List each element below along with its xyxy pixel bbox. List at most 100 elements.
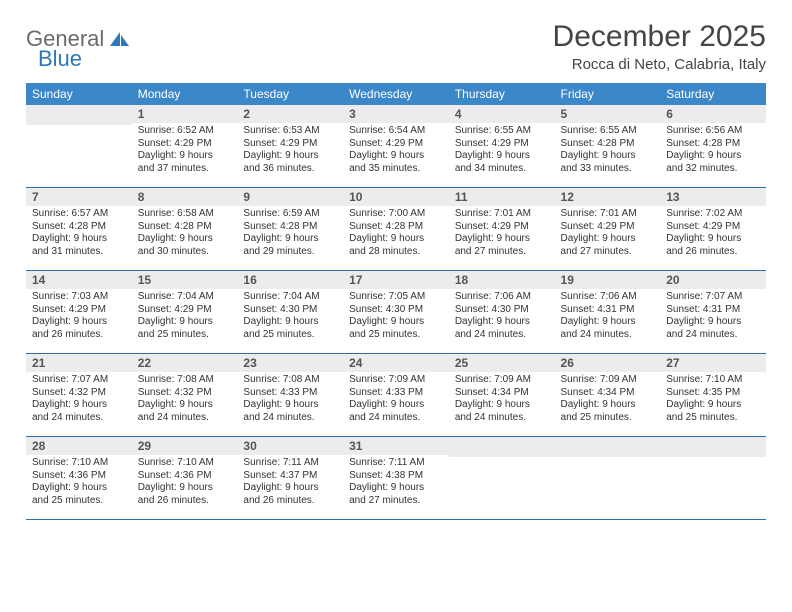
calendar-row: 1Sunrise: 6:52 AMSunset: 4:29 PMDaylight… — [26, 105, 766, 188]
calendar-table: SundayMondayTuesdayWednesdayThursdayFrid… — [26, 83, 766, 520]
day-number: 5 — [555, 105, 661, 123]
day-body: Sunrise: 6:59 AMSunset: 4:28 PMDaylight:… — [237, 206, 343, 262]
day-number-empty — [660, 437, 766, 457]
calendar-cell — [449, 437, 555, 520]
day-body: Sunrise: 6:55 AMSunset: 4:28 PMDaylight:… — [555, 123, 661, 179]
calendar-cell: 9Sunrise: 6:59 AMSunset: 4:28 PMDaylight… — [237, 188, 343, 271]
calendar-cell: 21Sunrise: 7:07 AMSunset: 4:32 PMDayligh… — [26, 354, 132, 437]
calendar-cell: 14Sunrise: 7:03 AMSunset: 4:29 PMDayligh… — [26, 271, 132, 354]
calendar-cell: 18Sunrise: 7:06 AMSunset: 4:30 PMDayligh… — [449, 271, 555, 354]
weekday-header-row: SundayMondayTuesdayWednesdayThursdayFrid… — [26, 83, 766, 105]
day-body: Sunrise: 7:11 AMSunset: 4:37 PMDaylight:… — [237, 455, 343, 511]
day-number: 15 — [132, 271, 238, 289]
calendar-cell: 8Sunrise: 6:58 AMSunset: 4:28 PMDaylight… — [132, 188, 238, 271]
day-number: 17 — [343, 271, 449, 289]
day-number: 29 — [132, 437, 238, 455]
day-body: Sunrise: 7:06 AMSunset: 4:30 PMDaylight:… — [449, 289, 555, 345]
day-body: Sunrise: 6:56 AMSunset: 4:28 PMDaylight:… — [660, 123, 766, 179]
calendar-cell: 22Sunrise: 7:08 AMSunset: 4:32 PMDayligh… — [132, 354, 238, 437]
day-number: 19 — [555, 271, 661, 289]
header: General December 2025 Rocca di Neto, Cal… — [26, 20, 766, 73]
day-number: 30 — [237, 437, 343, 455]
day-number: 23 — [237, 354, 343, 372]
day-number: 25 — [449, 354, 555, 372]
calendar-cell — [26, 105, 132, 188]
day-number: 20 — [660, 271, 766, 289]
day-body: Sunrise: 7:01 AMSunset: 4:29 PMDaylight:… — [449, 206, 555, 262]
calendar-cell: 30Sunrise: 7:11 AMSunset: 4:37 PMDayligh… — [237, 437, 343, 520]
weekday-header: Friday — [555, 83, 661, 105]
calendar-cell: 6Sunrise: 6:56 AMSunset: 4:28 PMDaylight… — [660, 105, 766, 188]
day-number: 13 — [660, 188, 766, 206]
calendar-cell: 28Sunrise: 7:10 AMSunset: 4:36 PMDayligh… — [26, 437, 132, 520]
day-body: Sunrise: 7:05 AMSunset: 4:30 PMDaylight:… — [343, 289, 449, 345]
weekday-header: Tuesday — [237, 83, 343, 105]
day-body: Sunrise: 6:52 AMSunset: 4:29 PMDaylight:… — [132, 123, 238, 179]
calendar-cell: 5Sunrise: 6:55 AMSunset: 4:28 PMDaylight… — [555, 105, 661, 188]
day-number-empty — [26, 105, 132, 125]
day-number: 10 — [343, 188, 449, 206]
weekday-header: Sunday — [26, 83, 132, 105]
calendar-cell: 11Sunrise: 7:01 AMSunset: 4:29 PMDayligh… — [449, 188, 555, 271]
day-body: Sunrise: 7:04 AMSunset: 4:30 PMDaylight:… — [237, 289, 343, 345]
calendar-cell: 19Sunrise: 7:06 AMSunset: 4:31 PMDayligh… — [555, 271, 661, 354]
location: Rocca di Neto, Calabria, Italy — [553, 56, 766, 73]
day-body: Sunrise: 7:04 AMSunset: 4:29 PMDaylight:… — [132, 289, 238, 345]
calendar-cell: 4Sunrise: 6:55 AMSunset: 4:29 PMDaylight… — [449, 105, 555, 188]
day-body: Sunrise: 7:11 AMSunset: 4:38 PMDaylight:… — [343, 455, 449, 511]
day-number: 8 — [132, 188, 238, 206]
day-number-empty — [555, 437, 661, 457]
day-number: 22 — [132, 354, 238, 372]
day-body: Sunrise: 6:54 AMSunset: 4:29 PMDaylight:… — [343, 123, 449, 179]
brand-word-2: Blue — [38, 46, 82, 72]
weekday-header: Saturday — [660, 83, 766, 105]
calendar-cell: 24Sunrise: 7:09 AMSunset: 4:33 PMDayligh… — [343, 354, 449, 437]
day-body: Sunrise: 7:06 AMSunset: 4:31 PMDaylight:… — [555, 289, 661, 345]
calendar-cell: 13Sunrise: 7:02 AMSunset: 4:29 PMDayligh… — [660, 188, 766, 271]
day-body: Sunrise: 7:03 AMSunset: 4:29 PMDaylight:… — [26, 289, 132, 345]
day-number: 27 — [660, 354, 766, 372]
day-number: 2 — [237, 105, 343, 123]
title-block: December 2025 Rocca di Neto, Calabria, I… — [553, 20, 766, 73]
calendar-row: 28Sunrise: 7:10 AMSunset: 4:36 PMDayligh… — [26, 437, 766, 520]
calendar-cell: 26Sunrise: 7:09 AMSunset: 4:34 PMDayligh… — [555, 354, 661, 437]
day-body: Sunrise: 7:07 AMSunset: 4:31 PMDaylight:… — [660, 289, 766, 345]
day-number: 18 — [449, 271, 555, 289]
day-body: Sunrise: 6:58 AMSunset: 4:28 PMDaylight:… — [132, 206, 238, 262]
calendar-cell: 3Sunrise: 6:54 AMSunset: 4:29 PMDaylight… — [343, 105, 449, 188]
day-number: 14 — [26, 271, 132, 289]
calendar-row: 7Sunrise: 6:57 AMSunset: 4:28 PMDaylight… — [26, 188, 766, 271]
day-number: 24 — [343, 354, 449, 372]
calendar-cell: 2Sunrise: 6:53 AMSunset: 4:29 PMDaylight… — [237, 105, 343, 188]
calendar-cell — [660, 437, 766, 520]
day-number: 16 — [237, 271, 343, 289]
calendar-row: 14Sunrise: 7:03 AMSunset: 4:29 PMDayligh… — [26, 271, 766, 354]
day-body: Sunrise: 7:08 AMSunset: 4:33 PMDaylight:… — [237, 372, 343, 428]
day-body: Sunrise: 7:10 AMSunset: 4:35 PMDaylight:… — [660, 372, 766, 428]
day-number: 6 — [660, 105, 766, 123]
day-body: Sunrise: 7:09 AMSunset: 4:34 PMDaylight:… — [555, 372, 661, 428]
calendar-cell: 16Sunrise: 7:04 AMSunset: 4:30 PMDayligh… — [237, 271, 343, 354]
calendar-cell: 1Sunrise: 6:52 AMSunset: 4:29 PMDaylight… — [132, 105, 238, 188]
day-number: 4 — [449, 105, 555, 123]
weekday-header: Wednesday — [343, 83, 449, 105]
calendar-cell: 23Sunrise: 7:08 AMSunset: 4:33 PMDayligh… — [237, 354, 343, 437]
day-number: 31 — [343, 437, 449, 455]
day-number: 1 — [132, 105, 238, 123]
day-body: Sunrise: 7:09 AMSunset: 4:33 PMDaylight:… — [343, 372, 449, 428]
day-body: Sunrise: 7:08 AMSunset: 4:32 PMDaylight:… — [132, 372, 238, 428]
calendar-cell: 15Sunrise: 7:04 AMSunset: 4:29 PMDayligh… — [132, 271, 238, 354]
day-number: 26 — [555, 354, 661, 372]
day-number: 7 — [26, 188, 132, 206]
calendar-cell: 20Sunrise: 7:07 AMSunset: 4:31 PMDayligh… — [660, 271, 766, 354]
day-body: Sunrise: 7:07 AMSunset: 4:32 PMDaylight:… — [26, 372, 132, 428]
day-body: Sunrise: 7:01 AMSunset: 4:29 PMDaylight:… — [555, 206, 661, 262]
day-body: Sunrise: 6:57 AMSunset: 4:28 PMDaylight:… — [26, 206, 132, 262]
weekday-header: Monday — [132, 83, 238, 105]
calendar-row: 21Sunrise: 7:07 AMSunset: 4:32 PMDayligh… — [26, 354, 766, 437]
calendar-cell: 25Sunrise: 7:09 AMSunset: 4:34 PMDayligh… — [449, 354, 555, 437]
day-body: Sunrise: 7:00 AMSunset: 4:28 PMDaylight:… — [343, 206, 449, 262]
calendar-cell: 12Sunrise: 7:01 AMSunset: 4:29 PMDayligh… — [555, 188, 661, 271]
calendar-cell: 27Sunrise: 7:10 AMSunset: 4:35 PMDayligh… — [660, 354, 766, 437]
calendar-cell: 17Sunrise: 7:05 AMSunset: 4:30 PMDayligh… — [343, 271, 449, 354]
